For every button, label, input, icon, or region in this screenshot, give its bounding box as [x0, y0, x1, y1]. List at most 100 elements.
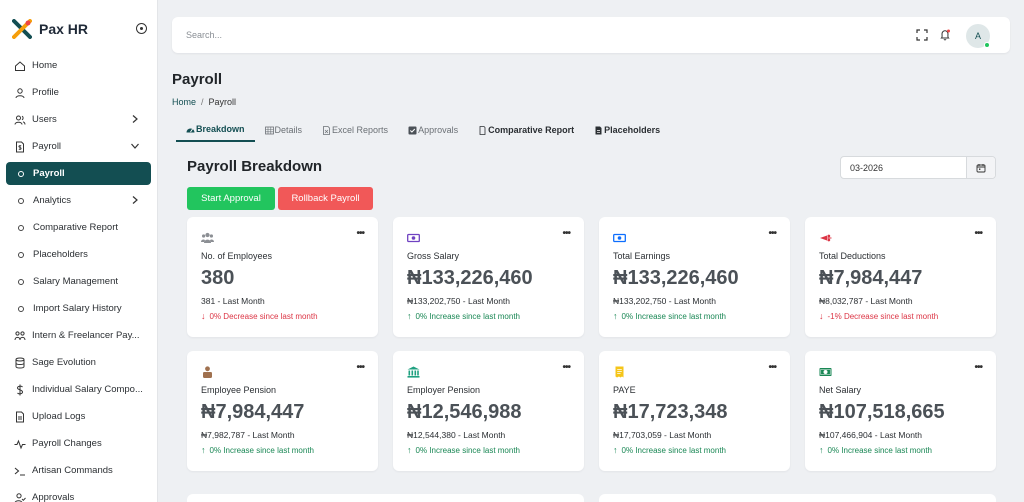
card-trend: ↑ 0% Increase since last month: [613, 445, 726, 455]
sidebar-item-payroll-changes[interactable]: Payroll Changes: [0, 430, 158, 457]
breadcrumb-home-link[interactable]: Home: [172, 97, 197, 107]
sidebar-item-intern-freelancer-pay[interactable]: Intern & Freelancer Pay...: [0, 322, 158, 349]
tab-label: Approvals: [418, 125, 459, 135]
file-excel-icon: [322, 125, 331, 135]
avatar[interactable]: A: [966, 24, 990, 48]
card-last-month: ₦7,982,787 - Last Month: [201, 430, 295, 440]
card-trend: ↑ 0% Increase since last month: [407, 445, 520, 455]
more-options-icon[interactable]: •••: [768, 362, 776, 373]
calendar-icon: [976, 163, 986, 172]
receipt-icon: [615, 366, 624, 378]
brand[interactable]: Pax HR: [12, 17, 88, 41]
sidebar-item-payroll-sub[interactable]: Payroll: [6, 162, 151, 185]
sidebar-item-label: Payroll: [32, 141, 62, 152]
sidebar-item-label: Comparative Report: [33, 222, 119, 233]
sidebar-item-analytics[interactable]: Analytics: [0, 187, 158, 214]
sidebar-item-label: Analytics: [33, 195, 72, 206]
card-trend-text: 0% Increase since last month: [827, 445, 933, 455]
sidebar-item-payroll[interactable]: Payroll: [0, 133, 158, 160]
card-trend: ↓ 0% Decrease since last month: [201, 311, 318, 321]
sidebar-item-label: Placeholders: [33, 249, 88, 260]
sidebar-item-home[interactable]: Home: [0, 52, 158, 79]
employees-icon: [201, 232, 214, 243]
card-last-month: ₦133,202,750 - Last Month: [407, 296, 511, 306]
sidebar-item-sage-evolution[interactable]: Sage Evolution: [0, 349, 158, 376]
tab-comparative-report[interactable]: Comparative Report: [468, 118, 584, 142]
chevron-right-icon: [132, 115, 138, 123]
card-last-month: 381 - Last Month: [201, 296, 265, 306]
card-label: Employer Pension: [407, 385, 481, 395]
sidebar-item-individual-salary[interactable]: Individual Salary Compo...: [0, 376, 158, 403]
users-icon: [14, 114, 26, 126]
chevron-down-icon: [131, 143, 139, 149]
table-icon: [264, 126, 274, 135]
tab-details[interactable]: Details: [255, 118, 313, 142]
document-dollar-icon: [14, 141, 26, 153]
sidebar-item-label: Payroll Changes: [32, 438, 102, 449]
sidebar-toggle-icon[interactable]: [136, 23, 147, 34]
more-options-icon[interactable]: •••: [562, 228, 570, 239]
sidebar-item-comparative-report[interactable]: Comparative Report: [0, 214, 158, 241]
card-value: ₦133,226,460: [613, 267, 739, 289]
dashboard-icon: [186, 125, 195, 134]
arrow-down-icon: ↓: [201, 311, 206, 321]
home-icon: [14, 60, 26, 72]
rollback-payroll-button[interactable]: Rollback Payroll: [278, 187, 373, 210]
month-input[interactable]: [841, 157, 966, 178]
more-options-icon[interactable]: •••: [562, 362, 570, 373]
month-picker: [840, 156, 996, 179]
bottom-panel-left: [187, 494, 584, 502]
brand-title: Pax HR: [39, 21, 89, 37]
fullscreen-icon[interactable]: [916, 29, 928, 41]
more-options-icon[interactable]: •••: [974, 228, 982, 239]
circle-icon: [18, 278, 24, 285]
sidebar-item-import-salary-history[interactable]: Import Salary History: [0, 295, 158, 322]
card-label: Total Deductions: [819, 251, 886, 261]
sidebar-item-users[interactable]: Users: [0, 106, 158, 133]
calendar-button[interactable]: [966, 157, 995, 178]
card-label: Gross Salary: [407, 251, 460, 261]
more-options-icon[interactable]: •••: [974, 362, 982, 373]
tab-label: Breakdown: [196, 124, 245, 134]
card-last-month: ₦133,202,750 - Last Month: [613, 296, 717, 306]
circle-icon: [18, 197, 24, 204]
sidebar-item-artisan-commands[interactable]: Artisan Commands: [0, 457, 158, 484]
bottom-panel-right: [599, 494, 996, 502]
breadcrumb-separator: /: [201, 97, 204, 107]
tab-approvals[interactable]: Approvals: [398, 118, 468, 142]
sidebar-item-label: Individual Salary Compo...: [32, 384, 143, 395]
card-last-month: ₦17,703,059 - Last Month: [613, 430, 712, 440]
sidebar-item-salary-management[interactable]: Salary Management: [0, 268, 158, 295]
chevron-right-icon: [132, 196, 138, 204]
sidebar-item-placeholders[interactable]: Placeholders: [0, 241, 158, 268]
sidebar: Pax HR Home Profile Users Payroll Payrol…: [0, 0, 158, 502]
breadcrumb: Home / Payroll: [172, 97, 236, 107]
search-input[interactable]: [186, 27, 586, 43]
circle-icon: [18, 251, 24, 258]
sidebar-item-approvals[interactable]: Approvals: [0, 484, 158, 502]
card-value: ₦7,984,447: [819, 267, 923, 289]
sidebar-item-profile[interactable]: Profile: [0, 79, 158, 106]
sidebar-item-label: Artisan Commands: [32, 465, 113, 476]
tab-breakdown[interactable]: Breakdown: [176, 118, 255, 142]
more-options-icon[interactable]: •••: [768, 228, 776, 239]
tab-label: Excel Reports: [332, 125, 389, 135]
breadcrumb-current: Payroll: [208, 97, 237, 107]
more-options-icon[interactable]: •••: [356, 362, 364, 373]
terminal-icon: [14, 465, 26, 477]
tab-placeholders[interactable]: Placeholders: [584, 118, 670, 142]
card-value: ₦7,984,447: [201, 401, 305, 423]
sidebar-item-upload-logs[interactable]: Upload Logs: [0, 403, 158, 430]
card-gross-salary: ••• Gross Salary ₦133,226,460 ₦133,202,7…: [393, 217, 584, 337]
card-value: 380: [201, 267, 235, 289]
person-icon: [203, 366, 212, 378]
card-last-month: ₦8,032,787 - Last Month: [819, 296, 913, 306]
arrow-up-icon: ↑: [613, 445, 618, 455]
more-options-icon[interactable]: •••: [356, 228, 364, 239]
tab-label: Details: [274, 125, 303, 135]
bell-icon[interactable]: [939, 29, 951, 41]
user-check-icon: [14, 492, 26, 502]
tab-label: Placeholders: [604, 125, 661, 135]
start-approval-button[interactable]: Start Approval: [187, 187, 275, 210]
tab-excel-reports[interactable]: Excel Reports: [312, 118, 398, 142]
